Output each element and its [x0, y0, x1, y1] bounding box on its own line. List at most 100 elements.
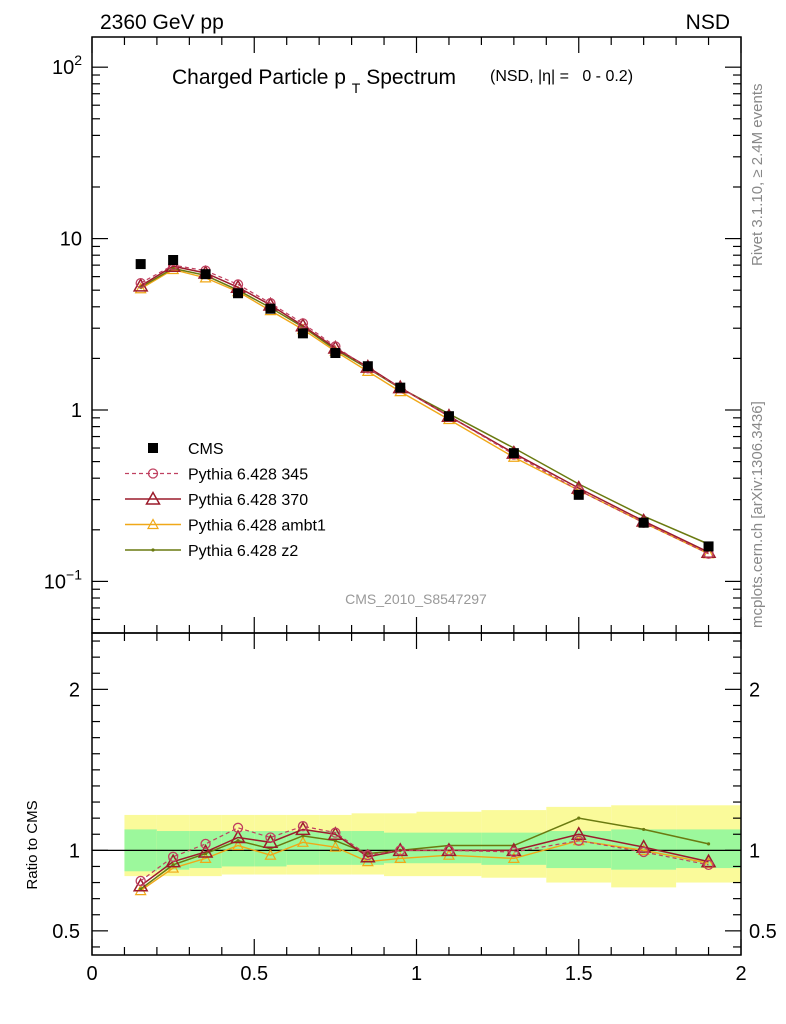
main-axes: 10−1 1 10 102: [44, 36, 742, 634]
xtick-label: 1: [411, 963, 422, 985]
ratio-point-p345-13: [703, 859, 714, 870]
main-ytick-label: 10−1: [44, 566, 82, 593]
ratio-point-z2-11: [577, 816, 581, 820]
point-cms-5: [297, 328, 308, 339]
legend-label-cms: CMS: [188, 441, 224, 458]
main-ytick-label: 1: [71, 400, 82, 422]
xtick-label: 0: [86, 963, 97, 985]
ratio-point-z2-0: [139, 887, 143, 891]
ratio-series-p370: [132, 821, 717, 892]
ratio-point-ambt1-6: [329, 840, 342, 852]
ratio-ytick-label-right: 1: [749, 840, 760, 862]
ratio-point-p345-4: [265, 832, 276, 843]
ratio-point-p345-1: [167, 851, 179, 862]
ratio-ylabel: Ratio to CMS: [24, 800, 41, 889]
series-p370: [132, 258, 717, 558]
legend-swatch-p370: [145, 490, 161, 505]
ratio-point-p370-7: [360, 848, 376, 863]
ratio-point-p370-4: [262, 834, 279, 849]
ratio-point-ambt1-10: [507, 852, 520, 864]
ratio-point-ambt1-4: [264, 848, 277, 860]
ratio-point-z2-1: [171, 863, 175, 867]
point-cms-6: [330, 348, 341, 359]
series-cms: [135, 255, 714, 552]
band-inner-13: [676, 829, 741, 869]
ratio-point-z2-12: [642, 827, 646, 832]
legend-swatch-ambt1: [146, 518, 160, 530]
mcplots-label: mcplots.cern.ch [arXiv:1306.3436]: [749, 401, 766, 628]
point-cms-8: [395, 382, 406, 393]
point-ambt1-0: [134, 282, 147, 294]
point-cms-2: [200, 269, 211, 280]
ratio-series-p345: [135, 821, 714, 887]
ratio-point-z2-13: [706, 842, 711, 846]
main-ytick-label: 102: [52, 52, 82, 79]
ratio-point-ambt1-5: [296, 836, 309, 847]
ratio-frame: [91, 632, 742, 956]
ratio-point-ambt1-3: [232, 839, 245, 851]
ratio-point-ambt1-8: [394, 852, 407, 864]
point-cms-11: [573, 489, 584, 500]
ratio-ytick-label-right: 0.5: [749, 921, 777, 943]
title-subscript: T: [352, 80, 361, 96]
ratio-panel: 0.5 0.5 1 1 2 2 0 0.5 1 1.5 2: [52, 632, 777, 985]
point-p345-0: [135, 277, 146, 289]
ratio-point-p345-2: [200, 838, 211, 850]
ratio-point-p370-3: [230, 829, 246, 844]
process-label: NSD: [686, 11, 730, 34]
ratio-point-p345-5: [297, 821, 309, 832]
ratio-ytick-label-left: 2: [69, 679, 80, 701]
ratio-point-p345-9: [443, 845, 455, 856]
ratio-point-p345-11: [573, 835, 584, 846]
band-inner-6: [319, 831, 352, 865]
ratio-point-p370-1: [165, 853, 181, 868]
point-p345-5: [297, 318, 309, 329]
ratio-line-p345: [140, 825, 709, 882]
series-ambt1: [134, 263, 715, 559]
rivet-label: Rivet 3.1.10, ≥ 2.4M events: [749, 84, 766, 267]
main-ytick-label: 10: [60, 229, 82, 251]
ratio-point-p345-3: [232, 822, 244, 833]
point-cms-1: [168, 255, 179, 266]
ratio-point-ambt1-12: [637, 844, 650, 855]
ratio-marks: [132, 816, 717, 896]
ratio-point-p370-11: [570, 826, 587, 840]
legend-entry-z2: Pythia 6.428 z2: [125, 543, 298, 560]
ratio-point-p370-6: [327, 826, 344, 840]
title-rest: Spectrum: [366, 66, 456, 89]
legend-swatch-z2: [151, 548, 155, 552]
legend-entry-ambt1: Pythia 6.428 ambt1: [125, 518, 326, 535]
band-inner-11: [546, 831, 612, 869]
point-cms-10: [508, 448, 519, 459]
point-cms-12: [638, 517, 649, 528]
legend-label-ambt1: Pythia 6.428 ambt1: [188, 518, 326, 535]
legend-swatch-p345: [147, 468, 159, 479]
point-cms-13: [703, 541, 714, 552]
title-main: Charged Particle p: [172, 66, 346, 89]
point-cms-9: [443, 411, 454, 422]
ratio-point-p345-10: [508, 846, 519, 858]
legend-entry-p370: Pythia 6.428 370: [125, 490, 308, 509]
ratio-line-p370: [140, 828, 709, 887]
ratio-point-p370-12: [635, 839, 652, 853]
ratio-point-p370-10: [506, 842, 522, 857]
legend-entry-p345: Pythia 6.428 345: [125, 467, 308, 484]
ratio-point-p345-8: [395, 845, 406, 856]
series-line-p370: [140, 265, 709, 553]
svg-text:Charged Particle p T: Charged Particle p T Spectrum: [172, 66, 456, 98]
ratio-ytick-label-left: 0.5: [52, 921, 80, 943]
legend-label-z2: Pythia 6.428 z2: [188, 543, 298, 560]
ratio-point-p345-12: [638, 846, 649, 858]
main-panel: 10−1 1 10 102: [44, 36, 742, 634]
ratio-point-ambt1-2: [199, 852, 212, 864]
chart-title: Charged Particle p T Spectrum (NSD, |η| …: [172, 66, 633, 98]
point-p370-1: [165, 258, 181, 272]
main-marks: [132, 255, 717, 559]
analysis-id: CMS_2010_S8547297: [345, 591, 487, 607]
point-p370-0: [132, 277, 149, 292]
band-inner-12: [611, 829, 677, 870]
point-p370-13: [700, 544, 717, 558]
ratio-point-p370-0: [132, 877, 149, 892]
legend-entry-cms: CMS: [148, 441, 224, 458]
